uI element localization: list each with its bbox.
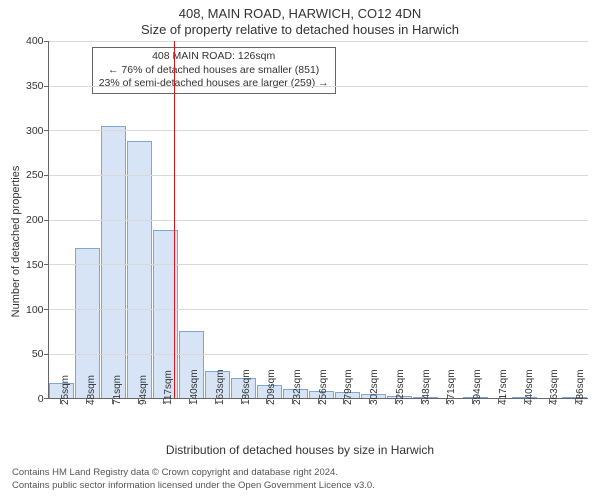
x-tick-label: 117sqm	[163, 370, 174, 405]
x-tick-label: 94sqm	[138, 375, 149, 405]
annotation-box: 408 MAIN ROAD: 126sqm ← 76% of detached …	[92, 47, 336, 94]
x-tick: 163sqm	[202, 399, 228, 441]
x-tick-label: 417sqm	[498, 370, 509, 406]
annotation-line: ← 76% of detached houses are smaller (85…	[99, 64, 329, 78]
x-tick: 279sqm	[331, 399, 357, 441]
x-tick-label: 394sqm	[472, 370, 483, 406]
x-tick: 394sqm	[459, 399, 485, 441]
x-tick: 463sqm	[536, 399, 562, 441]
annotation-line: 408 MAIN ROAD: 126sqm	[99, 50, 329, 64]
x-tick-label: 48sqm	[86, 375, 97, 405]
x-tick-label: 302sqm	[369, 370, 380, 406]
x-tick: 48sqm	[73, 399, 99, 441]
x-axis-label: Distribution of detached houses by size …	[0, 443, 600, 457]
x-tick: 71sqm	[99, 399, 125, 441]
x-tick: 232sqm	[279, 399, 305, 441]
grid-line	[49, 264, 588, 265]
x-tick: 186sqm	[228, 399, 254, 441]
x-tick: 325sqm	[382, 399, 408, 441]
x-tick: 371sqm	[434, 399, 460, 441]
x-tick-label: 232sqm	[292, 370, 303, 406]
x-tick-label: 71sqm	[112, 375, 123, 405]
x-tick: 209sqm	[253, 399, 279, 441]
histogram-bar	[127, 141, 152, 398]
x-tick: 486sqm	[562, 399, 588, 441]
y-tick-mark	[44, 354, 49, 355]
x-tick-label: 440sqm	[524, 370, 535, 406]
x-tick: 117sqm	[150, 399, 176, 441]
grid-line	[49, 130, 588, 131]
x-tick: 348sqm	[408, 399, 434, 441]
x-tick: 302sqm	[356, 399, 382, 441]
x-tick-label: 140sqm	[189, 370, 200, 406]
grid-line	[49, 220, 588, 221]
x-tick: 440sqm	[511, 399, 537, 441]
annotation-line: 23% of semi-detached houses are larger (…	[99, 77, 329, 91]
grid-line	[49, 354, 588, 355]
y-tick-mark	[44, 175, 49, 176]
y-tick-mark	[44, 41, 49, 42]
x-tick-label: 209sqm	[266, 370, 277, 406]
x-tick-label: 371sqm	[446, 370, 457, 406]
x-tick: 140sqm	[176, 399, 202, 441]
footer-line: Contains public sector information licen…	[12, 480, 588, 492]
x-tick-label: 186sqm	[241, 370, 252, 406]
x-tick-label: 279sqm	[343, 370, 354, 406]
footer: Contains HM Land Registry data © Crown c…	[0, 463, 600, 500]
grid-line	[49, 175, 588, 176]
y-tick-mark	[44, 309, 49, 310]
footer-line: Contains HM Land Registry data © Crown c…	[12, 467, 588, 479]
grid-line	[49, 309, 588, 310]
y-tick-mark	[44, 220, 49, 221]
x-tick-label: 163sqm	[215, 370, 226, 406]
x-tick-label: 486sqm	[575, 370, 586, 406]
x-tick-label: 256sqm	[318, 370, 329, 406]
page-title: 408, MAIN ROAD, HARWICH, CO12 4DN	[0, 6, 600, 21]
y-axis-label: Number of detached properties	[8, 41, 24, 441]
marker-line	[174, 41, 175, 398]
x-tick: 94sqm	[125, 399, 151, 441]
y-tick-mark	[44, 130, 49, 131]
chart-subtitle: Size of property relative to detached ho…	[0, 22, 600, 37]
x-tick: 417sqm	[485, 399, 511, 441]
grid-line	[49, 41, 588, 42]
histogram-bar	[101, 126, 126, 398]
x-tick-label: 463sqm	[549, 370, 560, 406]
y-tick-mark	[44, 264, 49, 265]
x-tick-label: 325sqm	[395, 370, 406, 406]
x-tick: 25sqm	[48, 399, 74, 441]
chart: Number of detached properties 4003503002…	[0, 41, 600, 441]
y-tick-mark	[44, 86, 49, 87]
x-axis: 25sqm48sqm71sqm94sqm117sqm140sqm163sqm18…	[48, 399, 588, 441]
x-tick-label: 25sqm	[60, 375, 71, 405]
x-tick: 256sqm	[305, 399, 331, 441]
x-tick-label: 348sqm	[421, 370, 432, 406]
grid-line	[49, 86, 588, 87]
plot-area: 408 MAIN ROAD: 126sqm ← 76% of detached …	[48, 41, 588, 399]
